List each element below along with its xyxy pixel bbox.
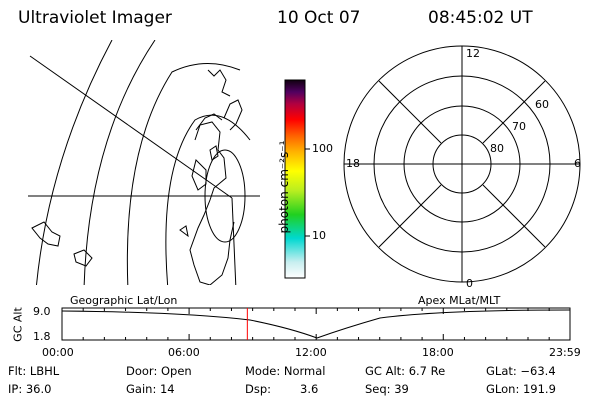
- timeline-xtick-0: 00:00: [42, 346, 74, 359]
- map-coastline: [73, 249, 93, 267]
- info-gc-alt: GC Alt: 6.7 Re: [365, 364, 446, 378]
- mlt-label-6: 6: [574, 157, 581, 170]
- info-dsp-value: 3.6: [300, 382, 319, 396]
- polar-diagonal: [482, 184, 546, 248]
- mlt-label-18: 18: [346, 157, 360, 170]
- colorbar-tick-100: 100: [312, 142, 333, 155]
- map-meridian: [29, 55, 233, 199]
- timeline-xtick-1: 06:00: [168, 346, 200, 359]
- map-coastline: [195, 113, 223, 131]
- info-gain: Gain: 14: [126, 382, 175, 396]
- map-lat-arc: [126, 62, 241, 285]
- info-dsp-label: Dsp:: [245, 382, 272, 396]
- app-title: Ultraviolet Imager: [18, 8, 172, 28]
- map-small-circle: [204, 149, 246, 243]
- colorbar-tick-10: 10: [312, 229, 326, 242]
- timeline-right-caption: Apex MLat/MLT: [418, 294, 501, 307]
- lat-label-60: 60: [535, 98, 549, 111]
- timeline-xtick-4: 23:59: [549, 346, 581, 359]
- timeline-xtick-2: 12:00: [295, 346, 327, 359]
- lat-label-80: 80: [490, 142, 504, 155]
- map-coastline: [179, 225, 189, 238]
- lat-label-70: 70: [512, 120, 526, 133]
- info-mode: Mode: Normal: [245, 364, 326, 378]
- map-meridian: [231, 197, 237, 285]
- mlt-label-0: 0: [466, 277, 473, 290]
- map-coastline: [223, 99, 243, 131]
- info-glon: GLon: 191.9: [486, 382, 556, 396]
- map-lat-arc: [36, 40, 113, 285]
- timeline-xtick-3: 18:00: [422, 346, 454, 359]
- mlt-label-12: 12: [466, 47, 480, 60]
- map-coastline: [189, 121, 235, 285]
- map-coastline: [191, 159, 207, 191]
- info-filter: Flt: LBHL: [8, 364, 60, 378]
- info-glat: GLat: −63.4: [486, 364, 556, 378]
- timeline-ytick-bottom: 1.8: [33, 330, 51, 343]
- date-label: 10 Oct 07: [277, 8, 361, 28]
- map-coastline: [207, 69, 231, 97]
- polar-diagonal: [378, 80, 442, 144]
- map-coastline: [209, 145, 219, 161]
- polar-diagonal: [482, 80, 546, 144]
- timeline-left-caption: Geographic Lat/Lon: [70, 294, 178, 307]
- info-ip: IP: 36.0: [8, 382, 52, 396]
- map-lat-arc: [165, 114, 251, 285]
- altitude-curve: [61, 309, 571, 339]
- polar-diagonal: [378, 184, 442, 248]
- time-label: 08:45:02 UT: [428, 8, 533, 28]
- info-seq: Seq: 39: [365, 382, 409, 396]
- timeline-ytick-top: 9.0: [33, 305, 51, 318]
- info-door: Door: Open: [126, 364, 192, 378]
- map-coastline: [31, 221, 61, 247]
